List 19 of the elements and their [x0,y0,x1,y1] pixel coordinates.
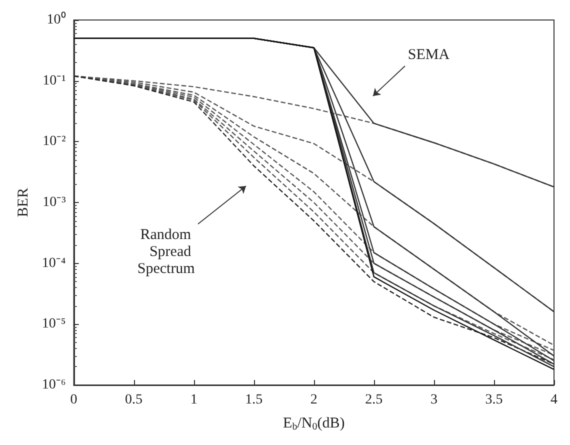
x-tick-label: 4 [550,392,558,408]
x-tick-label: 3 [430,392,438,408]
x-tick-label: 2.5 [365,392,383,408]
y-tick-label: 10⁻⁵ [42,316,66,332]
y-tick-label: 10⁻² [42,134,66,150]
x-tick-label: 0.5 [125,392,143,408]
annotation: Random Spread Spectrum [137,226,196,277]
y-tick-label: 10⁻³ [42,195,66,210]
x-tick-label: 2 [310,392,318,408]
y-tick-label: 10⁰ [46,12,66,28]
x-tick-label: 1 [190,392,198,408]
x-tick-label: 0 [70,392,78,408]
y-tick-label: 10⁻⁴ [42,256,66,271]
y-tick-label: 10⁻¹ [42,73,66,88]
x-tick-label: 1.5 [245,392,263,408]
y-axis-title: BER [16,188,32,218]
y-tick-label: 10⁻⁶ [42,378,66,392]
x-tick-label: 3.5 [485,392,503,408]
annotation: SEMA [408,46,450,63]
